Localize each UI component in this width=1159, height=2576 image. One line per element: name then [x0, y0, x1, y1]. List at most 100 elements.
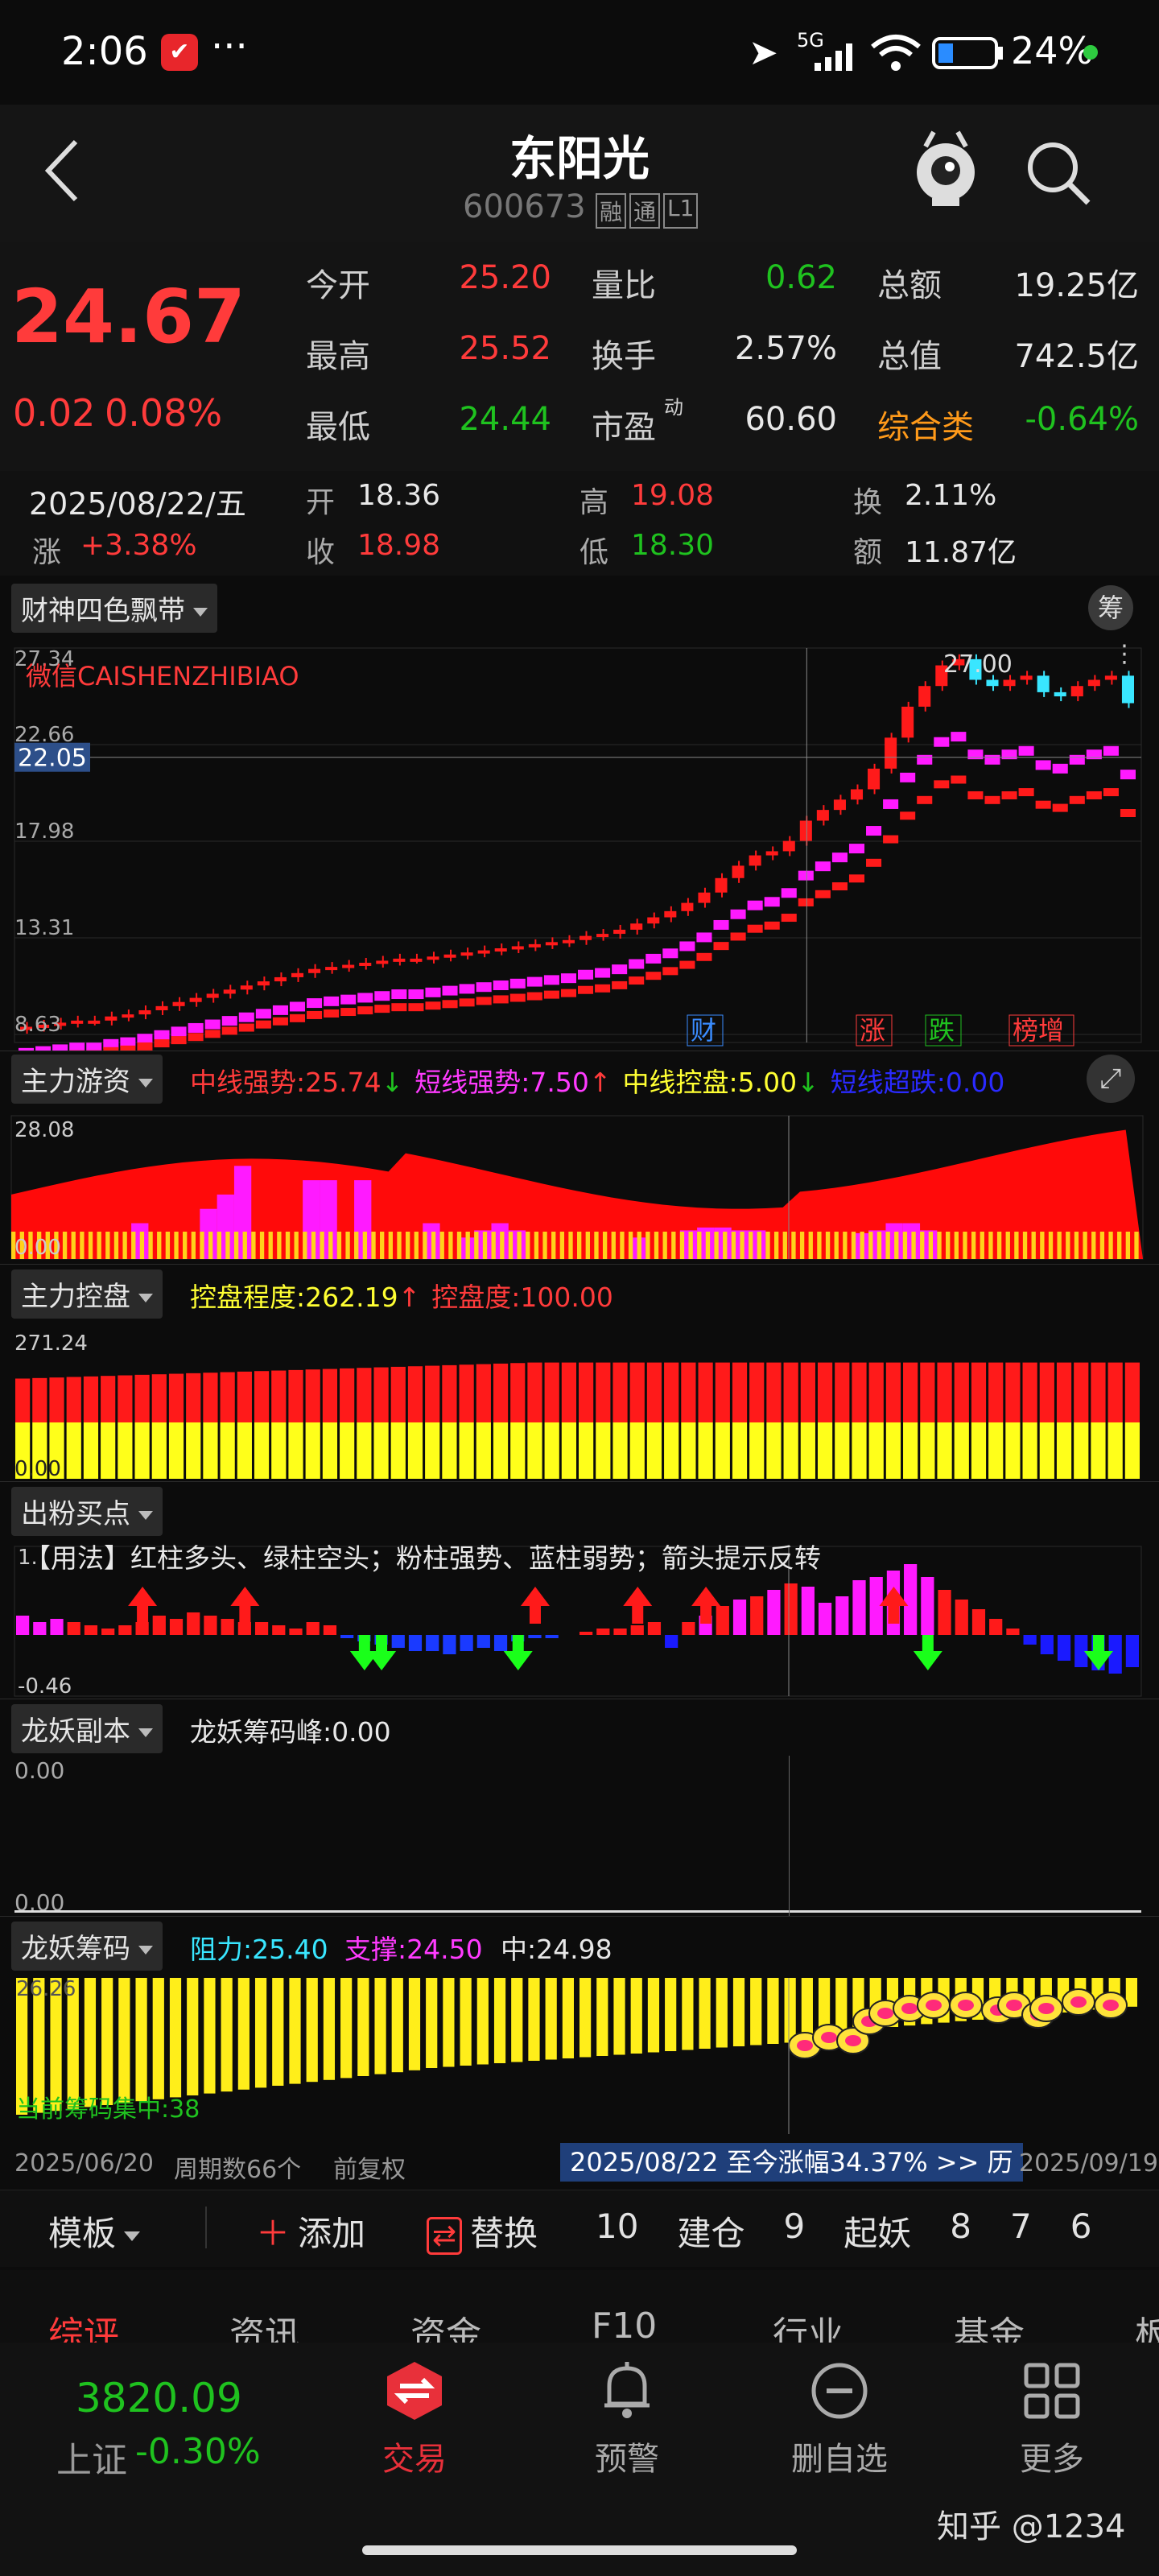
zlkp-base [151, 1422, 167, 1479]
zlkp-base [1056, 1422, 1072, 1479]
zlkp-base [868, 1422, 884, 1479]
indicator-selector-lycm[interactable]: 龙妖筹码 [11, 1922, 163, 1971]
zlyz-stripe [517, 1232, 522, 1259]
back-icon[interactable] [42, 137, 82, 204]
toolbar-item[interactable]: 建仓 [677, 2214, 745, 2253]
zlkp-bar [732, 1362, 748, 1422]
zlyz-stripe [851, 1232, 856, 1259]
chip-coin-center [958, 2000, 974, 2011]
indicator-selector-cfmd[interactable]: 出粉买点 [11, 1487, 163, 1536]
ribbon-lower [612, 980, 628, 989]
zlyz-area [11, 1129, 1143, 1259]
zlyz-stripe [131, 1232, 136, 1259]
home-indicator[interactable] [362, 2545, 797, 2555]
ribbon-upper [204, 1019, 221, 1030]
lycm-panel[interactable]: 龙妖筹码 阻力:25.40 支撑:24.50 中:24.98 26.26 当前筹… [0, 1916, 1159, 2142]
cfmd-bar [33, 1622, 47, 1635]
ribbon-upper [289, 1001, 306, 1012]
nav-remove-watchlist[interactable]: 删自选 [779, 2359, 900, 2479]
ribbon-upper [900, 772, 916, 782]
zlkp-bar [237, 1371, 252, 1422]
cfmd-bar [1125, 1635, 1139, 1667]
zlkp-labels: 控盘程度:262.19↑ 控盘度:100.00 [190, 1276, 613, 1315]
cfmd-bar [767, 1590, 781, 1635]
zlyz-stripe [414, 1232, 419, 1259]
zlyz-stripe [200, 1232, 204, 1259]
candle-body [1087, 679, 1100, 687]
zlkp-bar [971, 1362, 987, 1422]
lycm-bar [152, 1978, 164, 2099]
add-button[interactable]: ＋添加 [256, 2214, 366, 2253]
toolbar-item[interactable]: 9 [783, 2207, 806, 2246]
indicator-selector-main[interactable]: 财神四色飘带 [11, 584, 217, 633]
lycm-bar [716, 1978, 728, 2048]
replace-button[interactable]: ⇄ 替换 [427, 2207, 538, 2256]
cfmd-bar [732, 1600, 747, 1635]
zlkp-bar [101, 1376, 116, 1422]
candle-body [630, 923, 643, 930]
zlkp-base [835, 1422, 850, 1479]
cfmd-panel[interactable]: 出粉买点 1. -0.46 【用法】红柱多头、绿柱空头；粉柱强势、蓝柱弱势；箭头提… [0, 1481, 1159, 1699]
ribbon-lower [696, 952, 712, 961]
sub-tab[interactable]: F10 [592, 2306, 658, 2347]
cfmd-bar [67, 1622, 80, 1635]
nav-trade[interactable]: 交易 [354, 2359, 475, 2479]
zlyz-stripe [594, 1232, 599, 1259]
crosshair-detail: 2025/08/22/五 涨 +3.38% 开 18.36 收 18.98 高 … [0, 471, 1159, 576]
footer-summary[interactable]: 2025/08/22 至今涨幅34.37% >> 历 [560, 2143, 1023, 2182]
lyfb-panel[interactable]: 龙妖副本 龙妖筹码峰:0.00 0.00 0.00 [0, 1699, 1159, 1917]
index-value[interactable]: 3820.09 [76, 2375, 242, 2421]
main-chart-panel[interactable]: 财神四色飘带 筹 27.34 22.66 17.98 13.31 8.63 22.05 27… [0, 576, 1159, 1051]
cfmd-bar [221, 1619, 234, 1635]
candle-body [580, 935, 592, 940]
zlyz-stripe [80, 1232, 85, 1259]
zlyz-stripe [963, 1232, 967, 1259]
toolbar-item[interactable]: 7 [1009, 2207, 1032, 2246]
template-button[interactable]: 模板 [48, 2207, 141, 2256]
zlyz-stripe [542, 1232, 547, 1259]
nav-alert[interactable]: 预警 [567, 2359, 687, 2479]
zlkp-base [1124, 1422, 1140, 1479]
hist-huan-label: 换 [853, 486, 883, 519]
ribbon-lower [1086, 791, 1102, 799]
ribbon-upper [154, 1030, 170, 1040]
zlyz-panel[interactable]: 主力游资 中线强势:25.74↓ 短线强势:7.50↑ 中线控盘:5.00↓ 短线超跌… [0, 1051, 1159, 1265]
zlkp-base [237, 1422, 252, 1479]
expand-icon[interactable]: ⤢ [1087, 1055, 1135, 1103]
footer-adjust[interactable]: 前复权 [333, 2156, 406, 2184]
candle-body [596, 934, 609, 938]
toolbar-item[interactable]: 10 [596, 2207, 639, 2246]
zlkp-base [168, 1422, 184, 1479]
app-notification-icon: ✔ [161, 34, 198, 71]
more-vertical-icon[interactable]: ⋮ [1112, 640, 1136, 668]
ribbon-upper [340, 994, 357, 1005]
toolbar-item[interactable]: 8 [950, 2207, 971, 2246]
ribbon-lower [798, 898, 814, 906]
zlyz-stripe [482, 1232, 488, 1259]
zlkp-base [220, 1422, 235, 1479]
zlkp-panel[interactable]: 主力控盘 控盘程度:262.19↑ 控盘度:100.00 271.24 0.00 [0, 1264, 1159, 1482]
indicator-selector-zlkp[interactable]: 主力控盘 [11, 1269, 163, 1319]
search-icon[interactable] [1022, 137, 1095, 209]
cfmd-bar [869, 1577, 883, 1635]
toolbar-item[interactable]: 起妖 [843, 2214, 912, 2253]
ribbon-upper [679, 941, 695, 952]
chip-button[interactable]: 筹 [1088, 585, 1133, 630]
indicator-selector-zlyz[interactable]: 主力游资 [11, 1055, 163, 1104]
battery-icon [932, 37, 1003, 69]
mascot-icon[interactable] [909, 129, 982, 209]
candle-body [71, 1020, 84, 1024]
candle-body [562, 939, 575, 943]
quote-label: 总值 [877, 338, 942, 375]
zlkp-bar [118, 1375, 133, 1422]
cfmd-bar [682, 1622, 695, 1635]
ribbon-lower [340, 1008, 357, 1017]
zlyz-stripe [88, 1232, 93, 1259]
zlyz-stripe [645, 1232, 650, 1259]
toolbar-item[interactable]: 6 [1070, 2207, 1092, 2246]
quote-value: 742.5亿 [1014, 338, 1139, 375]
chart-toolbar: 模板 ＋添加 ⇄ 替换 10 建仓 9 起妖 8 7 6 [0, 2190, 1159, 2267]
nav-more[interactable]: 更多 [992, 2359, 1112, 2479]
zlkp-y-top: 271.24 [14, 1331, 88, 1356]
indicator-selector-lyfb[interactable]: 龙妖副本 [11, 1704, 163, 1753]
